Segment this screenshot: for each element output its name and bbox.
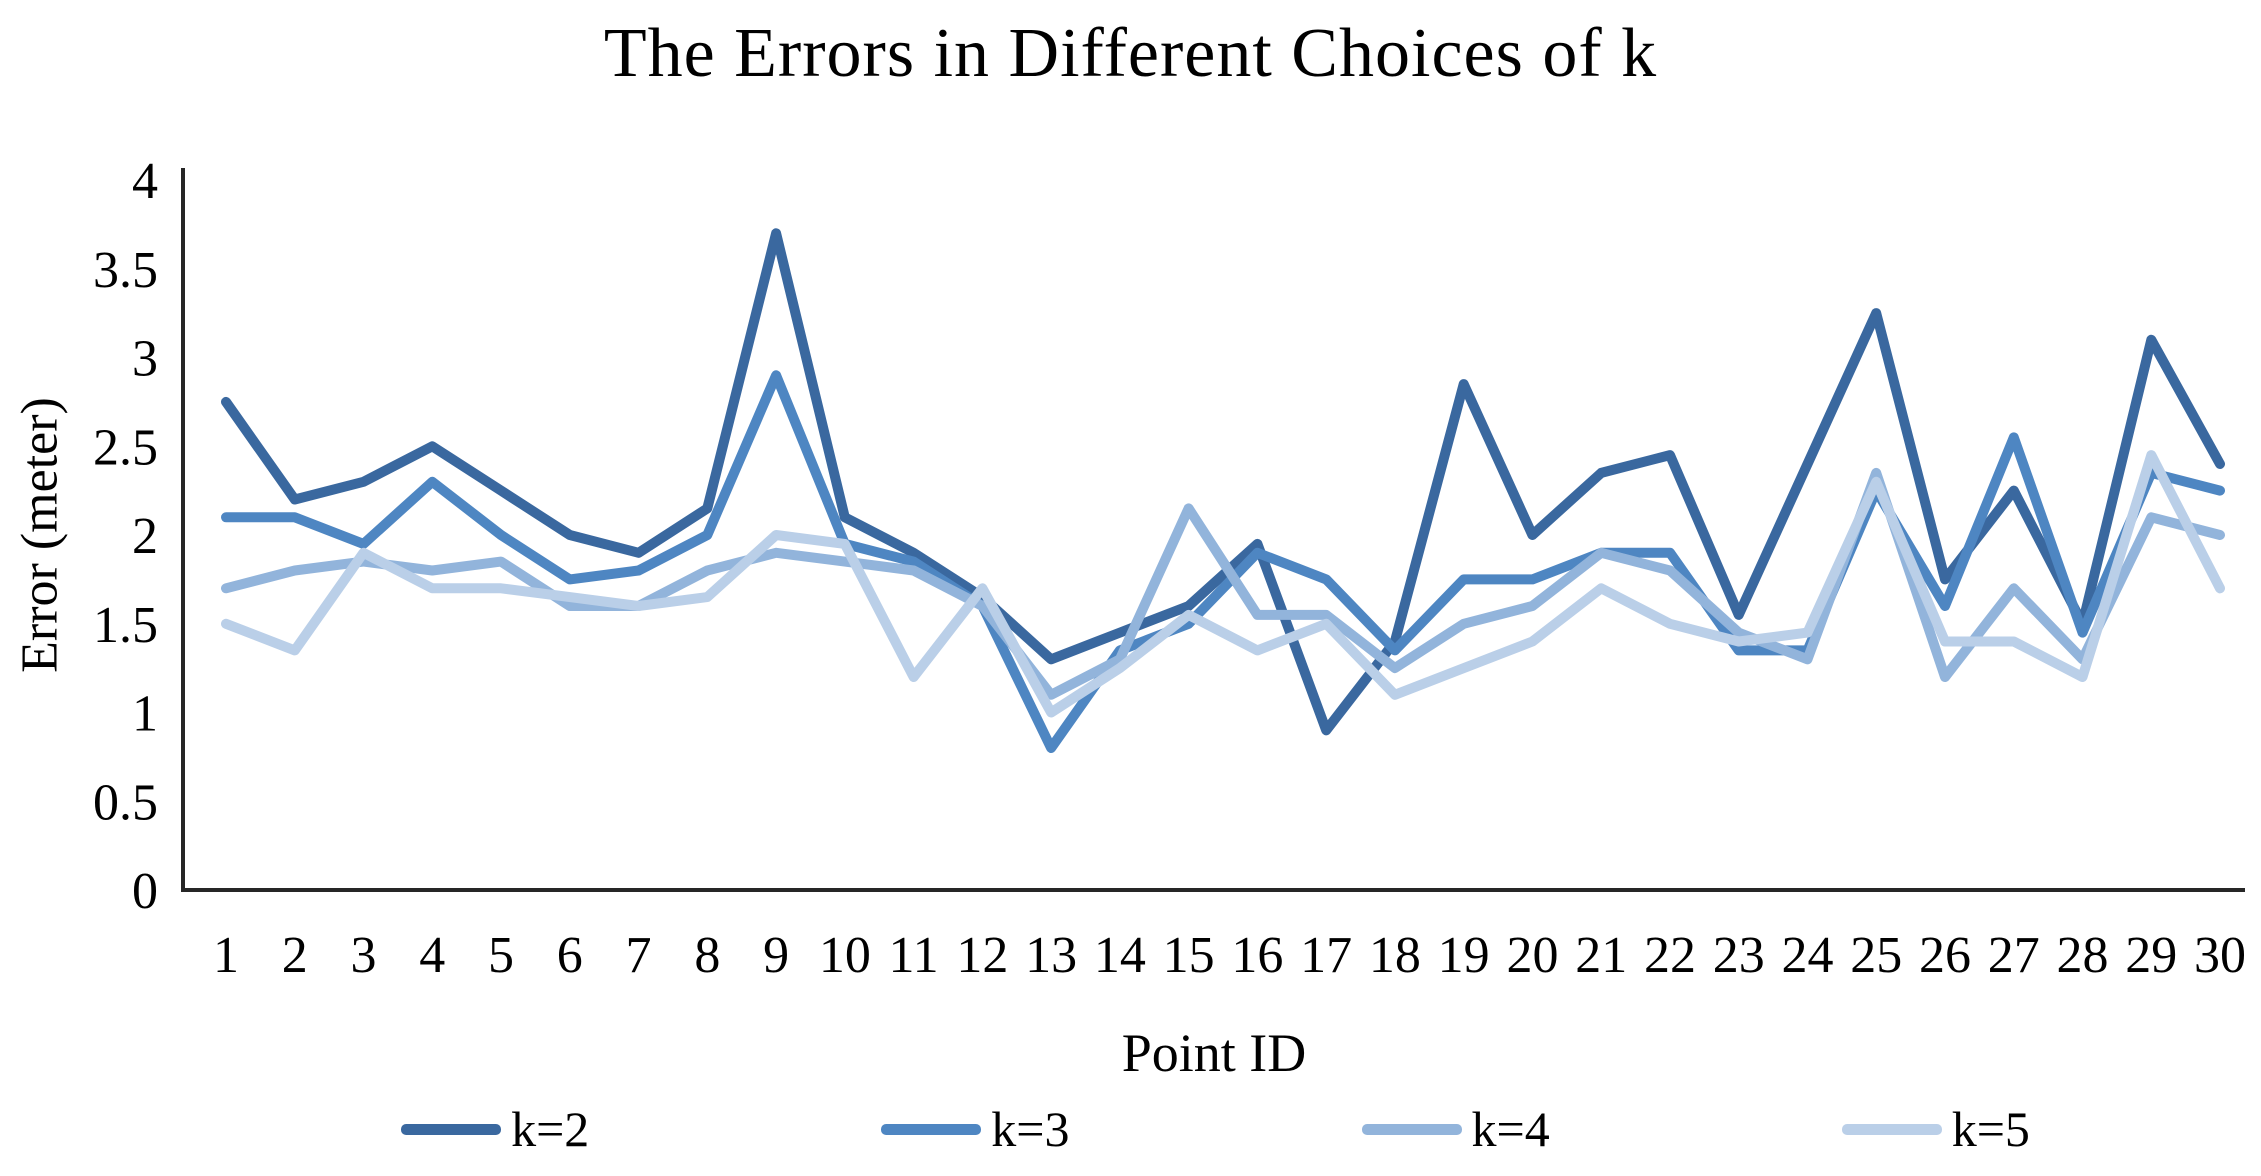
x-tick-label: 26: [1919, 927, 1971, 984]
legend-item-k4: k=4: [1361, 1101, 1550, 1157]
y-tick-label: 0: [132, 863, 158, 920]
y-tick-label: 3.5: [93, 242, 158, 299]
y-tick-label: 2.5: [93, 419, 158, 476]
x-tick-label: 28: [2057, 927, 2109, 984]
legend-swatch: [881, 1123, 982, 1135]
y-tick-label: 1.5: [93, 597, 158, 654]
x-tick-label: 17: [1300, 927, 1352, 984]
legend-swatch: [1361, 1123, 1462, 1135]
x-tick-label: 24: [1781, 927, 1833, 984]
x-tick-label: 21: [1575, 927, 1627, 984]
y-tick-label: 4: [132, 153, 158, 210]
x-tick-label: 1: [213, 927, 239, 984]
x-tick-label: 3: [351, 927, 377, 984]
series-line-k2: [221, 228, 2225, 736]
x-tick-label: 19: [1438, 927, 1490, 984]
x-tick-label: 13: [1025, 927, 1077, 984]
x-tick-label: 14: [1094, 927, 1146, 984]
x-tick-label: 25: [1850, 927, 1902, 984]
x-tick-label: 22: [1644, 927, 1696, 984]
x-tick-label: 6: [557, 927, 583, 984]
x-tick-label: 4: [419, 927, 445, 984]
legend-swatch: [401, 1123, 502, 1135]
x-tick-label: 5: [488, 927, 514, 984]
x-tick-label: 7: [626, 927, 652, 984]
x-tick-label: 16: [1231, 927, 1283, 984]
axis-lines: [181, 168, 2245, 892]
legend-item-k3: k=3: [881, 1101, 1070, 1157]
y-tick-label: 3: [132, 331, 158, 388]
x-tick-label: 10: [819, 927, 871, 984]
y-tick-label: 0.5: [93, 774, 158, 831]
y-tick-label: 2: [132, 508, 158, 565]
x-tick-label: 29: [2125, 927, 2177, 984]
legend-swatch: [1841, 1123, 1942, 1135]
legend-item-k2: k=2: [401, 1104, 589, 1154]
x-tick-label: 2: [282, 927, 308, 984]
legend-label: k=5: [1951, 1101, 2030, 1157]
y-tick-label: 1: [132, 686, 158, 743]
x-axis-title: Point ID: [1121, 1023, 1307, 1083]
x-tick-label: 12: [956, 927, 1008, 984]
x-tick-label: 9: [763, 927, 789, 984]
x-tick-label: 23: [1713, 927, 1765, 984]
legend: k=2 k=3 k=4 k=5: [0, 1104, 2261, 1154]
x-tick-label: 18: [1369, 927, 1421, 984]
chart-title: The Errors in Different Choices of k: [603, 15, 1658, 92]
legend-label: k=2: [511, 1101, 590, 1157]
x-tick-label: 8: [694, 927, 720, 984]
x-tick-label: 11: [889, 927, 939, 984]
legend-item-k5: k=5: [1841, 1101, 2030, 1157]
x-tick-label: 20: [1506, 927, 1558, 984]
x-tick-label: 30: [2194, 927, 2246, 984]
legend-label: k=4: [1471, 1101, 1550, 1157]
series-line-k5: [221, 450, 2225, 718]
x-tick-label: 15: [1163, 927, 1215, 984]
x-tick-label: 27: [1988, 927, 2040, 984]
legend-label: k=3: [991, 1101, 1070, 1157]
